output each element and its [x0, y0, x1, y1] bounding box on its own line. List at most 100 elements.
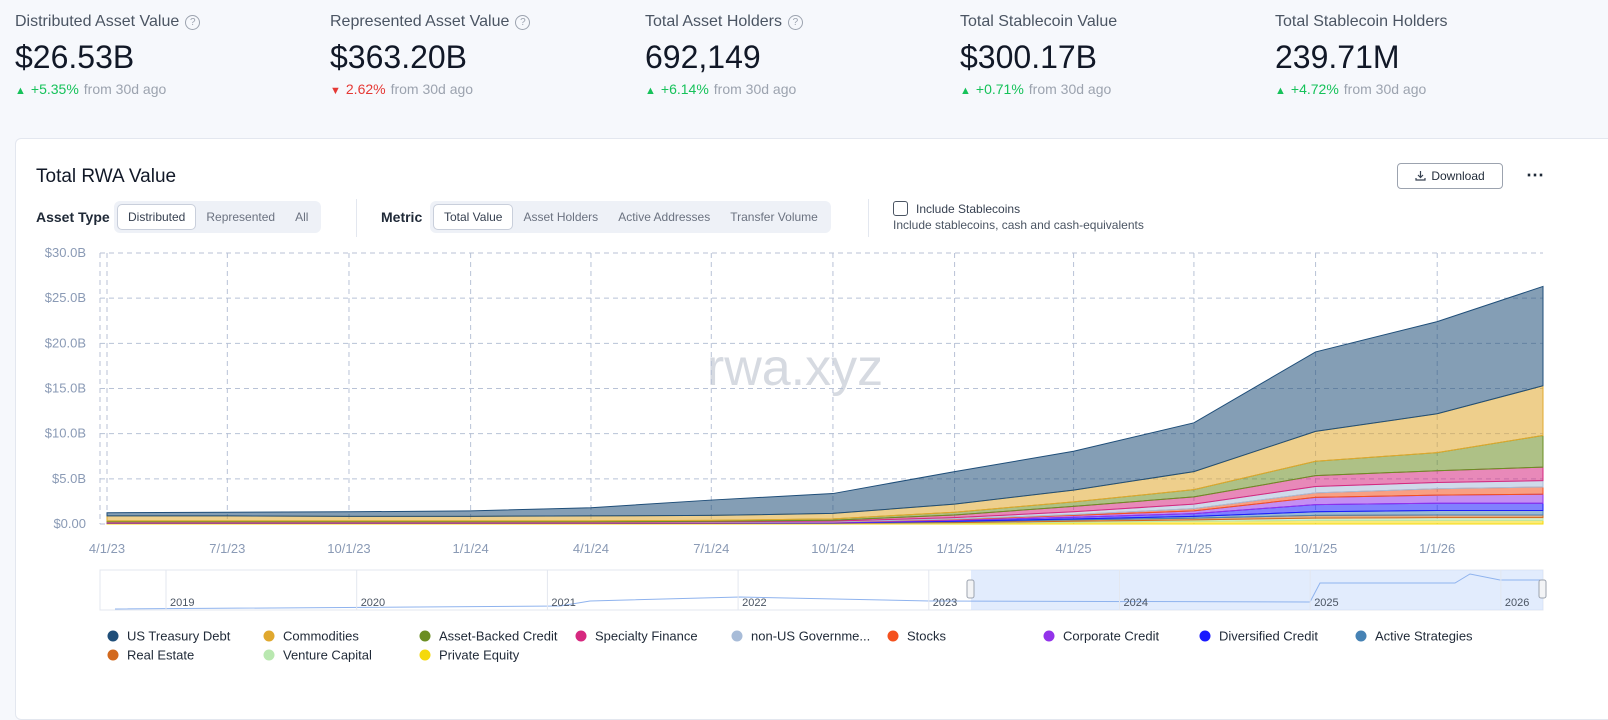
download-button[interactable]: Download — [1397, 163, 1503, 189]
change-note: from 30d ago — [390, 81, 474, 97]
legend-swatch — [1355, 630, 1367, 642]
stat-change: ▲ +5.35% from 30d ago — [15, 81, 166, 97]
y-tick-label: $20.0B — [45, 335, 86, 350]
legend-swatch — [575, 630, 587, 642]
help-icon: ? — [185, 15, 201, 30]
asset-type-option[interactable]: Represented — [206, 210, 276, 224]
legend-swatch — [1199, 630, 1211, 642]
help-icon: ? — [515, 15, 531, 30]
stat-change: ▲ +4.72% from 30d ago — [1275, 81, 1426, 97]
change-arrow: ▲ — [1275, 85, 1286, 97]
change-arrow: ▲ — [645, 85, 656, 97]
change-note: from 30d ago — [83, 81, 167, 97]
stat-title: Total Stablecoin Value — [960, 13, 1117, 31]
navigator-year: 2020 — [361, 597, 385, 609]
x-tick-label: 10/1/25 — [1294, 541, 1337, 556]
change-note: from 30d ago — [713, 81, 797, 97]
legend-label: Commodities — [283, 629, 359, 644]
y-tick-label: $25.0B — [45, 290, 86, 305]
legend-label: Specialty Finance — [595, 629, 698, 644]
x-tick-label: 7/1/23 — [209, 541, 245, 556]
change-value: +0.71% — [975, 81, 1024, 97]
stat-title: Total Asset Holders? — [645, 13, 803, 31]
change-note: from 30d ago — [1343, 81, 1427, 97]
stat-title: Distributed Asset Value? — [15, 13, 201, 31]
legend-label: Private Equity — [439, 648, 520, 663]
change-value: +6.14% — [660, 81, 709, 97]
area — [106, 285, 1544, 517]
metric-option[interactable]: Total Value — [433, 204, 514, 230]
x-tick-label: 10/1/23 — [327, 541, 370, 556]
navigator-year: 2025 — [1314, 597, 1338, 609]
stat-title-text: Total Asset Holders — [645, 13, 782, 30]
download-label: Download — [1431, 169, 1485, 183]
stablecoin-note: Include stablecoins, cash and cash-equiv… — [893, 218, 1144, 232]
legend-swatch — [263, 649, 275, 661]
more-menu[interactable]: ⋯ — [1526, 165, 1545, 185]
asset-type-option[interactable]: All — [295, 210, 309, 224]
legend-swatch — [731, 630, 743, 642]
legend-swatch — [107, 630, 119, 642]
stat-value: $363.20B — [330, 39, 468, 75]
change-arrow: ▼ — [330, 85, 341, 97]
legend-label: Corporate Credit — [1063, 629, 1159, 644]
change-arrow: ▲ — [15, 85, 26, 97]
navigator-year: 2023 — [933, 597, 957, 609]
asset-type-toggle: Distributed Represented All — [114, 201, 322, 233]
legend-label: Diversified Credit — [1219, 629, 1318, 644]
metric-option[interactable]: Transfer Volume — [730, 210, 818, 224]
chart-title: Total RWA Value — [36, 166, 177, 187]
legend-label: Venture Capital — [283, 648, 372, 663]
stat-title-text: Represented Asset Value — [330, 13, 510, 30]
metric-option[interactable]: Active Addresses — [618, 210, 711, 224]
stat-change: ▲ +0.71% from 30d ago — [960, 81, 1111, 97]
legend-label: Real Estate — [127, 648, 194, 663]
x-tick-label: 1/1/25 — [937, 541, 973, 556]
legend-label: US Treasury Debt — [127, 629, 231, 644]
y-tick-label: $0.00 — [53, 516, 86, 531]
asset-type-label: Asset Type — [36, 209, 110, 225]
x-tick-label: 4/1/25 — [1056, 541, 1092, 556]
x-tick-label: 1/1/24 — [453, 541, 489, 556]
change-arrow: ▲ — [960, 85, 971, 97]
stat-title-text: Distributed Asset Value — [15, 13, 180, 30]
divider — [868, 199, 869, 237]
navigator-year: 2021 — [551, 597, 575, 609]
navigator-selection — [971, 570, 1543, 610]
asset-type-option[interactable]: Distributed — [117, 204, 197, 230]
y-tick-label: $15.0B — [45, 381, 86, 396]
divider — [356, 199, 357, 237]
stat-change: ▼ 2.62% from 30d ago — [330, 81, 473, 97]
x-tick-label: 10/1/24 — [811, 541, 854, 556]
legend-swatch — [263, 630, 275, 642]
legend-label: non-US Governme... — [751, 629, 870, 644]
legend-label: Stocks — [907, 629, 947, 644]
help-icon: ? — [787, 15, 803, 30]
chart: rwa.xyz $0.00 $5.0B $10.0B $15.0B $20.0B $25.… — [45, 245, 1547, 663]
stat-title: Total Stablecoin Holders — [1275, 13, 1448, 31]
y-tick-label: $30.0B — [45, 245, 86, 260]
legend-label: Active Strategies — [1375, 629, 1473, 644]
stat-value: $300.17B — [960, 39, 1098, 75]
x-tick-label: 1/1/26 — [1419, 541, 1455, 556]
x-tick-label: 7/1/25 — [1176, 541, 1212, 556]
stat-value: 692,149 — [645, 39, 761, 75]
stablecoin-label: Include Stablecoins — [916, 202, 1021, 216]
x-tick-label: 4/1/23 — [89, 541, 125, 556]
navigator-handle — [1538, 579, 1547, 599]
x-tick-label: 4/1/24 — [573, 541, 609, 556]
stat-value: 239.71M — [1275, 39, 1400, 75]
legend-swatch — [887, 630, 899, 642]
legend-label: Asset-Backed Credit — [439, 629, 558, 644]
stat-title: Represented Asset Value? — [330, 13, 531, 31]
metric-option[interactable]: Asset Holders — [523, 210, 599, 224]
navigator-year: 2019 — [170, 597, 194, 609]
legend-swatch — [107, 649, 119, 661]
change-value: 2.62% — [345, 81, 386, 97]
stat-change: ▲ +6.14% from 30d ago — [645, 81, 796, 97]
navigator-year: 2024 — [1124, 597, 1148, 609]
metric-label: Metric — [381, 209, 423, 225]
stablecoin-checkbox[interactable] — [893, 201, 908, 216]
legend-swatch — [1043, 630, 1055, 642]
